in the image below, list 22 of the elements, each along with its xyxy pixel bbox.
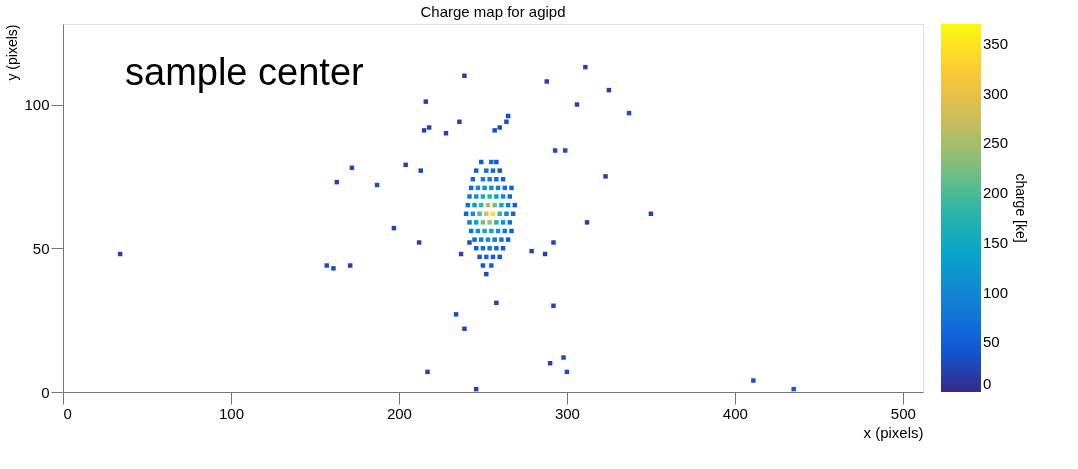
x-tick-label: 100 <box>218 404 244 422</box>
x-tick-label: 0 <box>63 404 72 422</box>
color-bar-title: charge [ke] <box>1013 173 1029 243</box>
color-bar-label: 100 <box>983 283 1009 301</box>
y-tick-label: 0 <box>41 383 50 401</box>
color-bar-label: 200 <box>983 184 1009 202</box>
x-axis-title: x (pixels) <box>863 423 924 441</box>
color-bar-label: 350 <box>983 34 1009 52</box>
color-bar-label: 250 <box>983 134 1009 152</box>
color-bar-label: 150 <box>983 233 1009 251</box>
color-bar-label: 50 <box>983 333 1000 351</box>
x-tick-label: 400 <box>722 404 748 422</box>
y-tick-label: 100 <box>24 96 50 113</box>
color-bar-label: 0 <box>983 375 992 392</box>
chart-title: Charge map for agipd <box>420 3 566 20</box>
x-tick-label: 300 <box>554 404 580 422</box>
y-axis-title: y (pixels) <box>4 24 21 81</box>
x-tick-label: 500 <box>890 404 916 422</box>
annotation: sample center <box>125 51 365 93</box>
x-tick-label: 200 <box>386 404 412 422</box>
color-bar-label: 300 <box>983 84 1009 102</box>
y-tick-label: 50 <box>32 239 50 257</box>
